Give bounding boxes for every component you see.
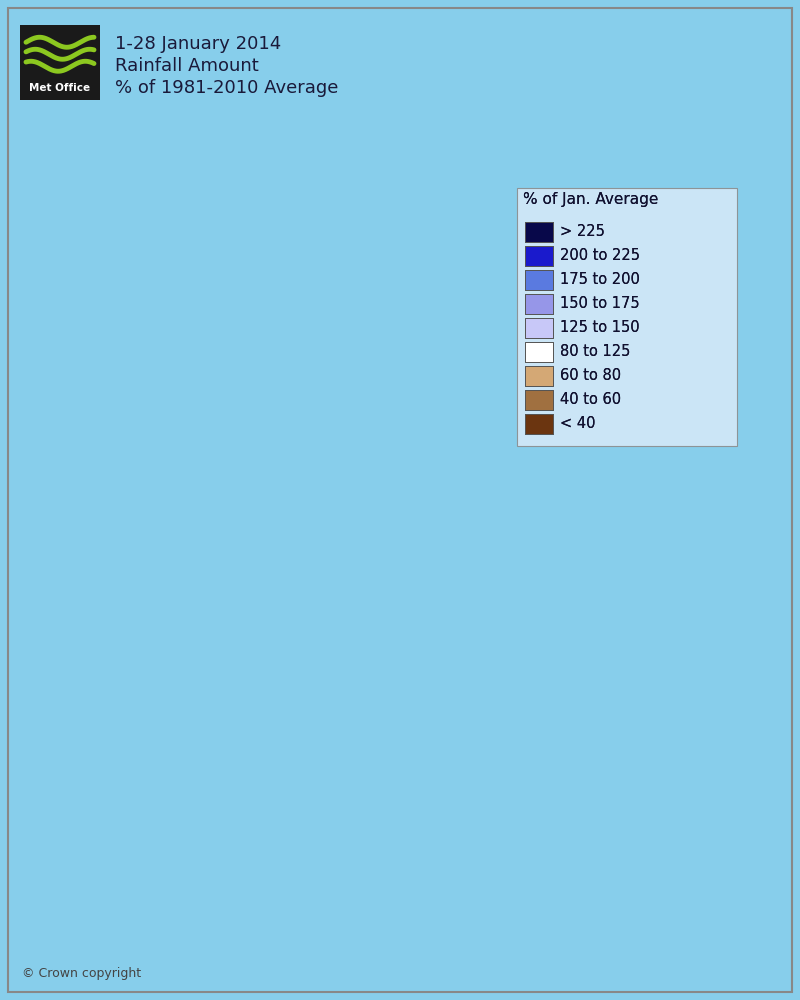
Text: 80 to 125: 80 to 125: [560, 344, 630, 360]
Bar: [20, 25, 100, 100]
Bar: [525, 414, 553, 434]
Bar: [525, 294, 553, 314]
Bar: [525, 222, 553, 242]
Text: 200 to 225: 200 to 225: [560, 248, 640, 263]
Text: Rainfall Amount: Rainfall Amount: [115, 57, 258, 75]
Bar: [525, 390, 553, 410]
Bar: [525, 366, 553, 386]
Text: % of Jan. Average: % of Jan. Average: [523, 192, 658, 207]
Text: 200 to 225: 200 to 225: [560, 248, 640, 263]
Bar: [525, 342, 553, 362]
Text: 125 to 150: 125 to 150: [560, 320, 640, 336]
Bar: [525, 318, 553, 338]
Bar: [525, 222, 553, 242]
Bar: [525, 246, 553, 266]
Text: 175 to 200: 175 to 200: [560, 272, 640, 288]
Text: % of 1981-2010 Average: % of 1981-2010 Average: [115, 79, 338, 97]
Bar: [525, 318, 553, 338]
Text: < 40: < 40: [560, 416, 595, 432]
Bar: [525, 246, 553, 266]
Bar: [517, 188, 737, 446]
Text: 125 to 150: 125 to 150: [560, 320, 640, 336]
Text: > 225: > 225: [560, 225, 605, 239]
Text: 60 to 80: 60 to 80: [560, 368, 621, 383]
Bar: [525, 342, 553, 362]
Bar: [525, 270, 553, 290]
Text: 40 to 60: 40 to 60: [560, 392, 621, 408]
Bar: [525, 366, 553, 386]
Text: 40 to 60: 40 to 60: [560, 392, 621, 408]
Text: 80 to 125: 80 to 125: [560, 344, 630, 360]
Text: 1-28 January 2014: 1-28 January 2014: [115, 35, 282, 53]
Text: © Crown copyright: © Crown copyright: [22, 967, 141, 980]
Text: 175 to 200: 175 to 200: [560, 272, 640, 288]
Text: % of Jan. Average: % of Jan. Average: [523, 192, 658, 207]
Text: 150 to 175: 150 to 175: [560, 296, 640, 312]
Text: > 225: > 225: [560, 225, 605, 239]
Bar: [525, 270, 553, 290]
Bar: [525, 390, 553, 410]
Text: 150 to 175: 150 to 175: [560, 296, 640, 312]
Bar: [525, 414, 553, 434]
Text: < 40: < 40: [560, 416, 595, 432]
Text: Met Office: Met Office: [30, 83, 90, 93]
Text: 60 to 80: 60 to 80: [560, 368, 621, 383]
Bar: [525, 294, 553, 314]
